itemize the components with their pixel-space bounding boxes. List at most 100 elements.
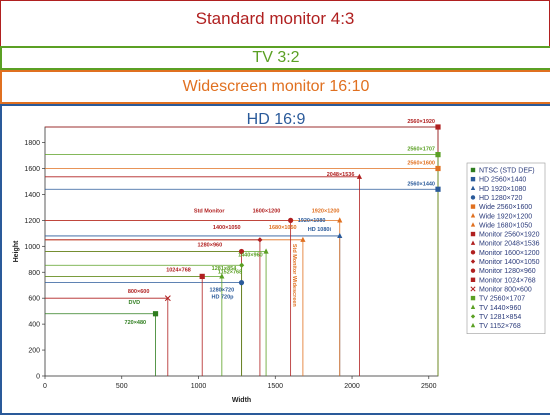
legend-label: Monitor 1600×1200 [479, 250, 540, 257]
data-point [152, 311, 159, 317]
band-tv: TV 3:2 [0, 46, 550, 70]
x-tick-label: 1000 [191, 383, 207, 390]
legend-label: TV 2560×1707 [479, 296, 525, 303]
annotation-label: Std Monitor [194, 208, 225, 214]
data-point [199, 273, 205, 279]
legend-label: TV 1152×768 [479, 323, 521, 330]
data-point [300, 236, 306, 242]
legend-label: NTSC (STD DEF) [479, 168, 535, 175]
annotation-label: 1152×768 [218, 269, 242, 275]
y-tick-label: 1200 [24, 218, 40, 225]
legend-label: Wide 1920×1200 [479, 213, 532, 220]
x-tick-label: 2000 [344, 383, 360, 390]
y-tick-label: 1600 [24, 166, 40, 173]
y-tick-label: 1400 [24, 192, 40, 199]
annotation-label: 1600×1200 [253, 208, 281, 214]
annotation-label: 1280×960 [198, 243, 223, 249]
data-point [257, 237, 263, 243]
y-axis-label: Height [13, 240, 20, 262]
legend-box [466, 162, 546, 334]
legend-marker [470, 286, 476, 292]
legend-label: HD 2560×1440 [479, 177, 526, 184]
legend-label: Monitor 1280×960 [479, 268, 536, 275]
annotation-label: 1920×1200 [312, 208, 340, 214]
data-point [435, 124, 441, 130]
legend-marker [470, 322, 476, 328]
y-tick-label: 1800 [24, 140, 40, 147]
legend-marker [470, 195, 476, 200]
legend-label: TV 1440×960 [479, 305, 521, 312]
legend-marker [470, 295, 476, 301]
annotation-label: 2560×1600 [407, 161, 435, 167]
legend-marker [470, 213, 476, 218]
legend-label: HD 1280×720 [479, 195, 523, 202]
legend-marker [470, 314, 476, 319]
legend-marker [470, 304, 476, 309]
legend-marker [470, 185, 476, 190]
annotation-label: 2048×1536 [327, 172, 355, 178]
legend-marker [470, 277, 476, 282]
annotation-label: HD 720p [212, 295, 235, 301]
legend-marker [470, 222, 476, 227]
data-point [263, 248, 269, 254]
data-point [435, 186, 441, 192]
data-point [337, 217, 343, 223]
legend-label: Monitor 2048×1536 [479, 241, 540, 248]
x-tick-label: 0 [43, 383, 47, 390]
x-tick-label: 1500 [267, 383, 283, 390]
data-point [435, 165, 441, 172]
annotation-label: 1280×720 [210, 288, 235, 294]
annotation-label: 1400×1050 [213, 225, 241, 231]
legend-label: HD 1920×1080 [479, 186, 526, 193]
band-tv-title: TV 3:2 [252, 49, 300, 66]
legend-label: Wide 2560×1600 [479, 204, 532, 211]
band-widescreen: Widescreen monitor 16:10 [0, 70, 550, 104]
legend-label: Monitor 1400×1050 [479, 259, 540, 266]
data-point [337, 232, 343, 239]
legend-label: Monitor 1024×768 [479, 277, 536, 284]
legend-marker [470, 167, 476, 173]
data-point [288, 217, 294, 223]
band-standard-title: Standard monitor 4:3 [195, 9, 355, 28]
band-hd-title: HD 16:9 [246, 111, 306, 128]
data-point [219, 273, 225, 279]
x-axis-label: Width [232, 397, 251, 404]
annotation-label: Std Monitor Widescreen [291, 244, 297, 308]
data-point [238, 248, 245, 255]
legend-marker [470, 250, 476, 255]
annotation-label: 1920×1080 [298, 218, 326, 224]
annotation-label: 1440×960 [238, 253, 263, 259]
legend-label: Monitor 2560×1920 [479, 232, 540, 239]
legend-marker [470, 268, 476, 273]
y-tick-label: 600 [28, 296, 40, 303]
y-tick-label: 0 [36, 374, 40, 381]
data-point [238, 280, 245, 286]
y-tick-label: 1000 [24, 244, 40, 251]
legend-marker [470, 240, 476, 245]
legend-label: Monitor 800×600 [479, 286, 532, 293]
band-widescreen-title: Widescreen monitor 16:10 [182, 78, 370, 95]
y-tick-label: 200 [28, 348, 40, 355]
y-tick-label: 800 [28, 270, 40, 277]
legend-marker [470, 259, 476, 264]
data-point [356, 173, 362, 179]
legend-label: TV 1281×854 [479, 314, 521, 321]
data-point [239, 262, 245, 268]
annotation-label: 1281×854 [212, 266, 238, 272]
data-point [435, 152, 441, 158]
annotation-label: 2560×1707 [407, 147, 435, 153]
annotation-label: DVD [129, 300, 141, 306]
x-tick-label: 2500 [421, 383, 437, 390]
annotation-label: 1024×768 [166, 267, 191, 273]
annotation-label: HD 1080i [308, 227, 332, 233]
annotation-label: 2560×1920 [407, 119, 435, 125]
legend-marker [470, 204, 476, 209]
legend-label: Wide 1680×1050 [479, 222, 532, 229]
annotation-label: 720×480 [125, 320, 147, 326]
y-tick-label: 400 [28, 322, 40, 329]
legend-marker [470, 231, 476, 237]
annotation-label: 800×600 [128, 289, 150, 295]
legend-marker [470, 176, 476, 182]
annotation-label: 1680×1050 [269, 225, 297, 231]
